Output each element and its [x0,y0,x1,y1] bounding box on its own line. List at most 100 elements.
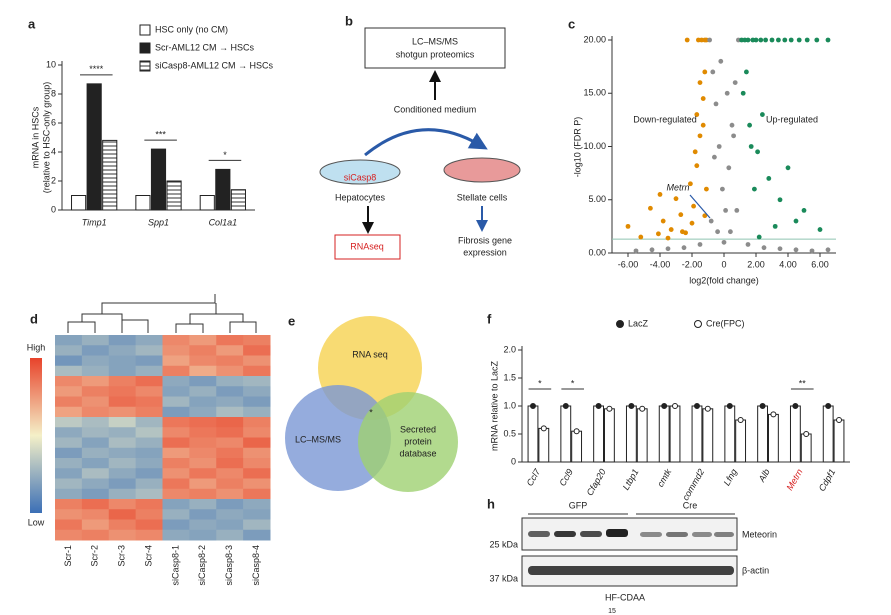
cell [243,488,271,500]
bar [527,405,539,463]
point [702,37,708,43]
point [721,239,727,245]
cell [108,509,137,520]
cell [162,406,190,418]
box-text: shotgun proteomics [396,49,475,59]
set-label: LC–MS/MS [295,434,341,444]
cell [108,437,137,449]
x-tick-label: Alb [756,467,772,484]
dot [540,425,547,432]
cell [135,417,163,428]
cell [189,386,217,397]
cell [162,427,190,438]
point [752,186,757,192]
cell [135,478,163,490]
point [660,218,666,224]
cell [162,345,190,356]
cell [216,519,244,531]
diagram-b: b LC–MS/MS shotgun proteomics Conditione… [319,13,521,260]
cell [243,345,271,356]
point [777,246,783,252]
y-tick-label: 8 [51,88,56,98]
cell [216,396,244,408]
point [700,96,706,101]
cell [216,386,244,397]
dot [562,403,569,409]
point [691,203,696,209]
point [716,144,722,149]
cell [55,417,83,428]
cell [162,447,190,459]
point [825,247,831,253]
y-axis-label: -log10 (FDR P) [572,117,582,178]
bar [166,180,182,211]
point [710,69,716,75]
point [638,234,644,240]
dot [759,403,766,409]
cell [189,468,217,479]
point [753,37,759,43]
venn-e: e RNA seq LC–MS/MS Secreted protein data… [285,313,458,492]
cell [189,376,217,387]
point [825,37,831,43]
x-tick-label: Cfap20 [585,467,608,497]
cell [216,345,244,356]
legend-marker [616,320,624,328]
cell [189,427,217,438]
cell [216,365,244,377]
y-tick-label: 0.00 [588,247,606,257]
point [745,242,751,247]
label: Hepatocytes [335,192,386,202]
cell [81,365,110,377]
point [732,80,738,85]
point [728,229,733,235]
y-tick-label: 1.5 [503,372,516,382]
cell [189,458,217,469]
cell [216,355,244,367]
cell [81,355,110,367]
cell [108,335,137,346]
x-tick-label: siCasp8-4 [251,545,261,586]
legend-swatch [139,42,151,54]
arrow [364,128,488,157]
bar [538,427,550,463]
cell [216,376,244,387]
cell [189,365,217,377]
cell [108,519,137,531]
point [747,122,752,128]
cell [189,396,217,408]
point [758,37,764,43]
cell [189,345,217,356]
point [656,231,661,237]
cell [216,509,244,520]
blot-h: h GFP Cre 25 kDa 37 kDa Meteorin β-actin… [487,496,777,614]
point [801,208,807,213]
cell [108,396,137,408]
label: Fibrosis gene [458,235,512,245]
legend-label: Low [28,517,45,527]
panel-label: f [487,311,492,326]
x-tick-label: 4.00 [779,259,797,269]
legend-label: LacZ [628,318,649,328]
set-label: database [399,448,436,458]
bar [724,405,736,463]
box [364,27,506,69]
cell [243,499,271,510]
cell [243,447,271,459]
point [720,186,725,192]
dot [737,417,744,423]
y-tick-label: 2.0 [503,344,516,354]
point [680,229,685,235]
cell [135,468,163,479]
bar [800,433,812,463]
dot [606,405,613,412]
panel-label: h [487,496,495,511]
point [726,165,732,171]
point [776,37,781,43]
point [712,154,717,160]
cell [162,519,190,531]
cell [243,468,271,479]
point [700,122,706,128]
cell [108,488,137,500]
x-tick-label: 2.00 [747,259,765,269]
